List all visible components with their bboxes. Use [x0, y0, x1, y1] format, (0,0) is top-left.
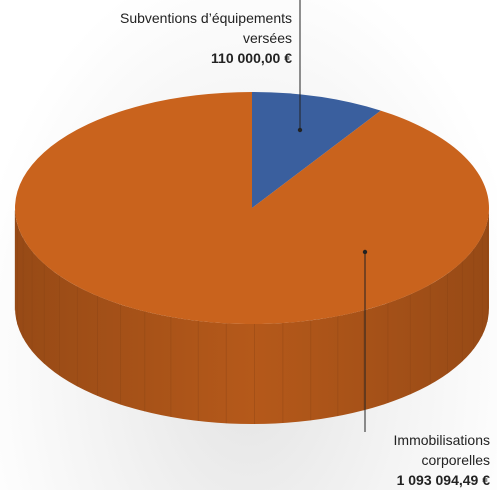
slice-label: Subventions d’équipements versées 110 00…: [117, 8, 292, 68]
slice-name: Subventions d’équipements versées: [119, 10, 292, 46]
value-label: 110 000,00 €: [211, 50, 292, 66]
slice: [252, 92, 381, 208]
leader-dot: [362, 249, 368, 255]
slice-name: Immobilisations corporelles: [393, 432, 490, 468]
leader-dot: [297, 127, 303, 133]
value-label: 1 093 094,49 €: [396, 472, 490, 488]
slice: [14, 92, 489, 325]
slice-label: Immobilisations corporelles 1 093 094,49…: [365, 430, 490, 490]
slice-side: [15, 208, 489, 424]
